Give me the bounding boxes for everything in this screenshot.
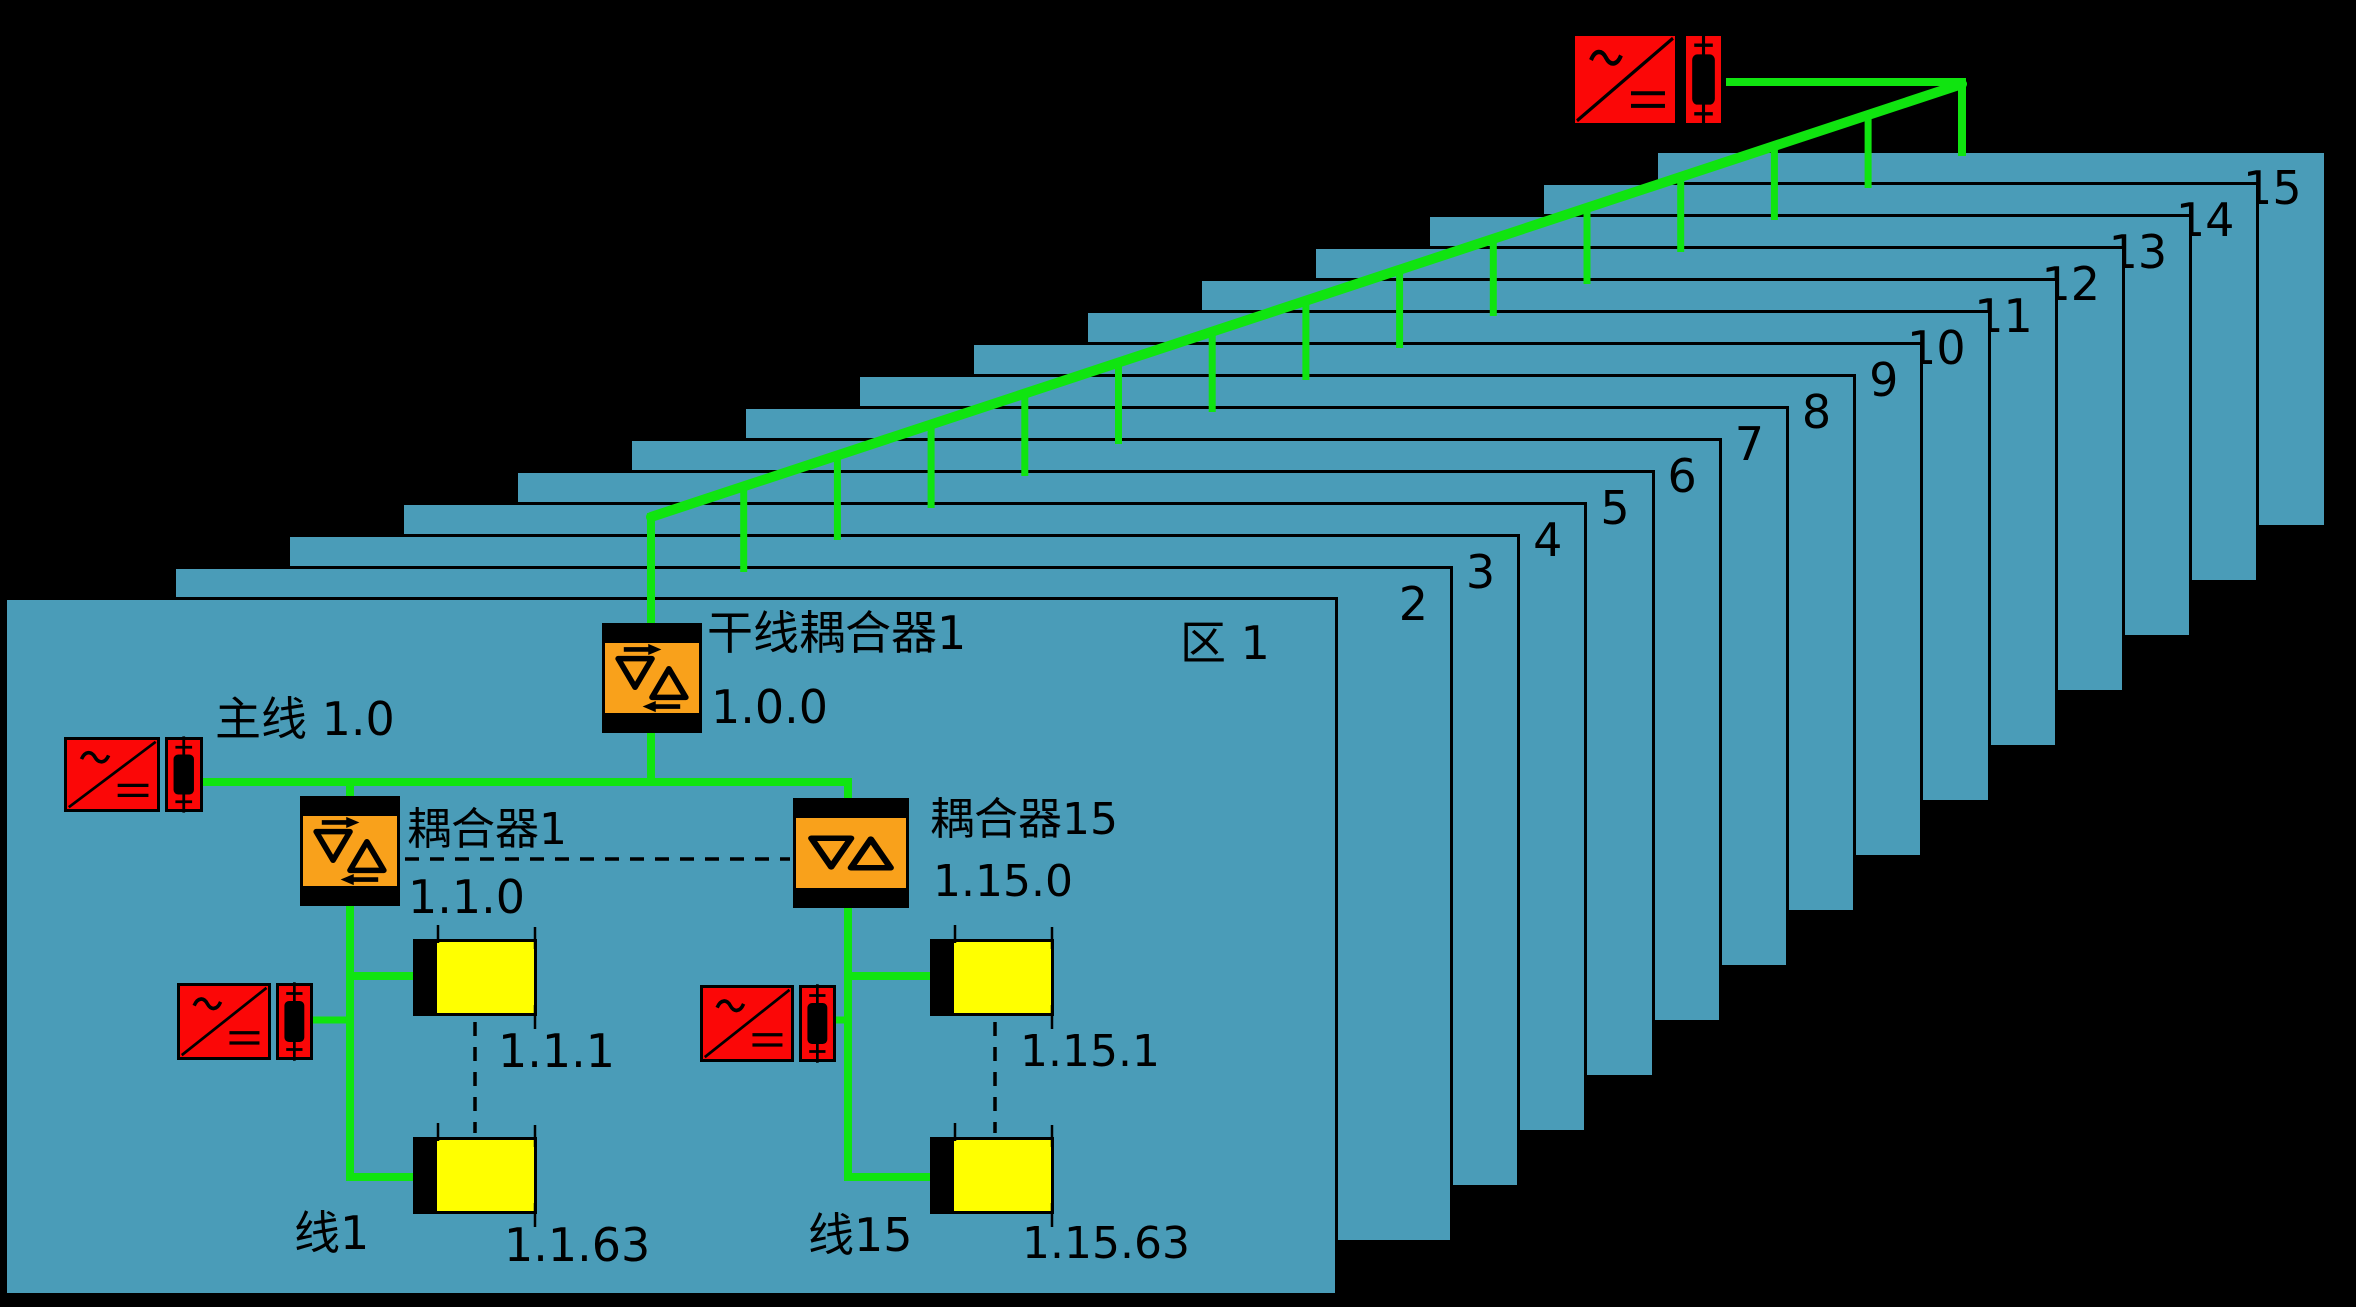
bus-device-1-15-1-icon <box>930 925 1054 1029</box>
power-supply-converter-icon <box>1572 33 1678 126</box>
device-address-1-15-1: 1.15.1 <box>1020 1026 1160 1077</box>
backbone-coupler-address: 1.0.0 <box>711 680 829 734</box>
line15-power-supply-icon <box>700 984 836 1063</box>
zone-panel-number: 4 <box>1533 513 1563 567</box>
zone-panel-number: 5 <box>1600 481 1630 535</box>
backbone-power-supply-icon <box>1572 31 1724 128</box>
coupler-top-bar <box>796 801 906 818</box>
line-1-label: 线1 <box>294 1206 370 1260</box>
coupler-bottom-bar <box>796 888 906 905</box>
zone-panel-number: 7 <box>1734 417 1764 471</box>
bus-device-1-1-63-icon <box>413 1123 537 1227</box>
coupler-15-address: 1.15.0 <box>933 856 1073 907</box>
zone-1-label: 区 1 <box>1180 616 1270 670</box>
coupler-1-name: 耦合器1 <box>407 804 567 855</box>
device-address-1-15-63: 1.15.63 <box>1022 1218 1190 1269</box>
coupler-top-bar <box>605 626 699 643</box>
zone-panel-number: 2 <box>1398 577 1428 631</box>
fuse-icon <box>276 982 313 1061</box>
fuse-icon <box>1682 31 1724 128</box>
backbone-area-line <box>646 79 1967 522</box>
backbone-coupler-icon <box>602 623 702 733</box>
main-line-power-supply-icon <box>64 736 203 813</box>
line-coupler-15-icon <box>793 798 909 908</box>
backbone-coupler-name: 干线耦合器1 <box>707 606 967 660</box>
zone-panel-number: 8 <box>1801 385 1832 439</box>
coupler-15-name: 耦合器15 <box>930 794 1118 845</box>
zone-panel-number: 6 <box>1667 449 1697 503</box>
fuse-icon <box>165 736 203 813</box>
fuse-icon <box>799 984 836 1063</box>
coupler-symbol-icon <box>615 643 689 713</box>
coupler-symbol-icon <box>808 835 894 871</box>
coupler-bottom-bar <box>303 886 397 903</box>
coupler-bottom-bar <box>605 713 699 730</box>
line1-power-supply-icon <box>177 982 313 1061</box>
power-supply-converter-icon <box>700 985 795 1062</box>
zone-panel-number: 3 <box>1465 545 1496 599</box>
device-address-1-1-1: 1.1.1 <box>498 1024 616 1078</box>
zone-panel-number: 9 <box>1869 353 1899 407</box>
main-line-label: 主线 1.0 <box>215 692 395 746</box>
power-supply-converter-icon <box>177 983 272 1060</box>
coupler-symbol-icon <box>313 816 387 886</box>
bus-device-1-15-63-icon <box>930 1123 1054 1227</box>
backbone-zone-taps <box>740 115 1872 572</box>
bus-device-1-1-1-icon <box>413 925 537 1029</box>
line-coupler-1-icon <box>300 796 400 906</box>
coupler-top-bar <box>303 799 397 816</box>
line-15-label: 线15 <box>808 1208 913 1262</box>
device-address-1-1-63: 1.1.63 <box>504 1218 651 1272</box>
coupler-1-address: 1.1.0 <box>408 870 526 924</box>
power-supply-converter-icon <box>64 737 161 812</box>
